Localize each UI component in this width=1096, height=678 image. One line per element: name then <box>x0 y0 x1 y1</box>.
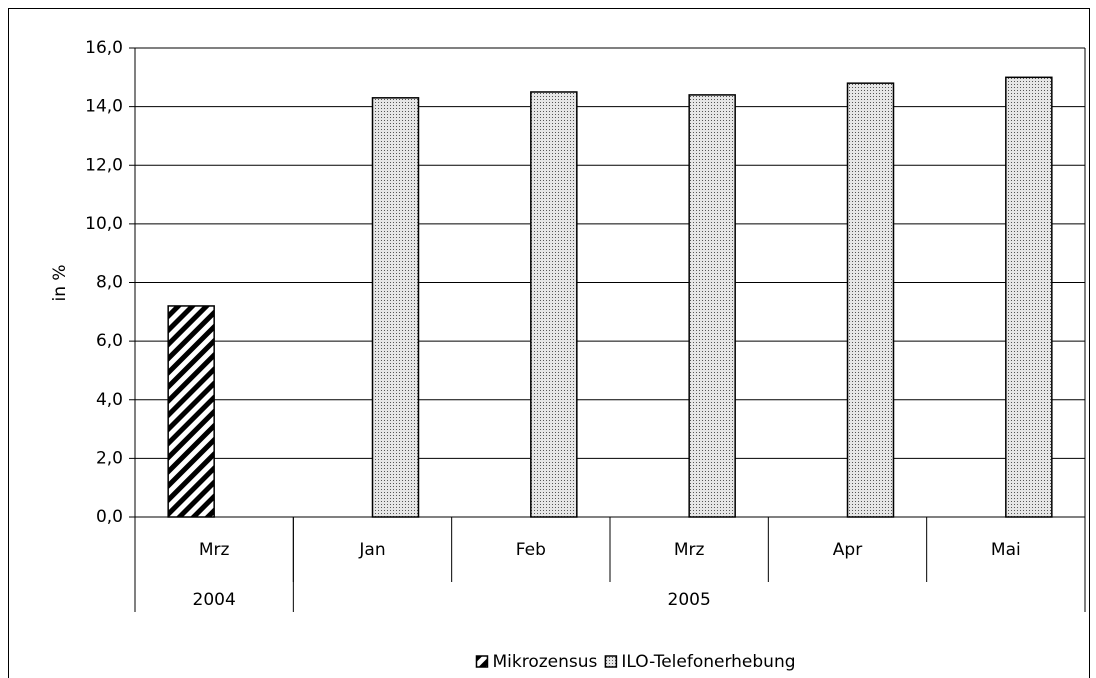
group-label: 2005 <box>668 590 711 610</box>
y-tick-label: 12,0 <box>85 155 123 175</box>
y-tick-label: 2,0 <box>96 448 123 468</box>
bar <box>846 82 895 518</box>
legend-label: ILO-Telefonerhebung <box>621 652 795 672</box>
bar <box>688 94 736 518</box>
bar <box>371 97 420 518</box>
y-tick-label: 6,0 <box>96 331 123 351</box>
x-tick-label: Jan <box>358 540 385 560</box>
bar <box>167 305 215 518</box>
bar <box>1005 76 1053 518</box>
y-tick-label: 8,0 <box>96 273 123 293</box>
y-tick-label: 16,0 <box>85 38 123 58</box>
y-tick-label: 10,0 <box>85 214 123 234</box>
chart-frame <box>8 8 1090 678</box>
y-tick-label: 4,0 <box>96 390 123 410</box>
legend-swatch <box>475 655 489 668</box>
y-tick-label: 14,0 <box>85 97 123 117</box>
y-axis-label: in % <box>50 264 70 301</box>
x-tick-label: Mrz <box>199 540 230 560</box>
x-tick-label: Apr <box>833 540 862 560</box>
x-tick-label: Mrz <box>674 540 705 560</box>
x-tick-label: Feb <box>516 540 546 560</box>
y-tick-label: 0,0 <box>96 507 123 527</box>
x-tick-label: Mai <box>991 540 1021 560</box>
legend-label: Mikrozensus <box>492 652 597 672</box>
group-label: 2004 <box>193 590 236 610</box>
legend-swatch <box>604 655 618 668</box>
bar <box>530 91 578 518</box>
